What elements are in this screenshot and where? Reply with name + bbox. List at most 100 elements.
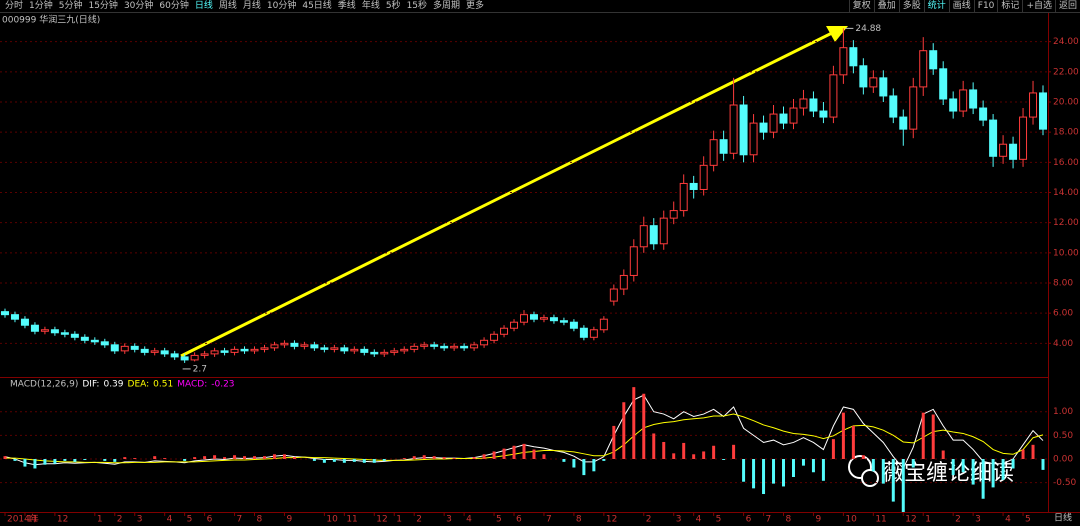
chart-title: 000999 华润三九(日线) — [2, 14, 100, 26]
toolbar-item[interactable]: 60分钟 — [159, 1, 189, 11]
x-tick-label: 11 — [875, 515, 886, 525]
toolbar-item[interactable]: 复权 — [848, 0, 874, 12]
candle-body — [729, 104, 738, 154]
y-tick-label: 18.00 — [1053, 128, 1079, 138]
y-tick-label: 4.00 — [1053, 339, 1073, 349]
candle-body — [989, 119, 998, 157]
candle-body — [470, 344, 479, 349]
toolbar-item[interactable]: 月线 — [242, 1, 261, 11]
candle-body — [709, 139, 718, 166]
candle-body — [150, 350, 159, 353]
toolbar-item[interactable]: 年线 — [361, 1, 380, 11]
toolbar-item[interactable]: 返回 — [1054, 0, 1080, 12]
x-tick-label: 3 — [975, 515, 981, 525]
toolbar-item[interactable]: 5秒 — [385, 1, 401, 11]
candle-body — [659, 217, 668, 245]
x-tick-label: 7 — [546, 515, 552, 525]
candle-body — [809, 98, 818, 112]
candle-body — [500, 327, 509, 335]
y-tick-label: 0.00 — [1053, 455, 1073, 465]
candle-body — [1029, 92, 1038, 118]
x-tick-label: 10 — [326, 515, 338, 525]
candle-body — [440, 345, 449, 349]
toolbar-item[interactable]: 统计 — [923, 0, 949, 12]
candle-body — [100, 341, 109, 346]
candle-body — [0, 311, 9, 316]
toolbar-item[interactable]: 多股 — [898, 0, 924, 12]
candle-body — [130, 345, 139, 350]
candle-body — [669, 210, 678, 219]
candle-body — [979, 107, 988, 121]
candle-body — [400, 348, 409, 352]
x-tick-label: 12 — [376, 515, 387, 525]
candle-body — [490, 333, 499, 341]
toolbar-item[interactable]: 45日线 — [302, 1, 332, 11]
toolbar-item[interactable]: 周线 — [218, 1, 237, 11]
toolbar-item[interactable]: 多周期 — [433, 1, 461, 11]
toolbar-item[interactable]: 15分钟 — [88, 1, 118, 11]
candle-body — [1009, 143, 1018, 160]
y-tick-label: 1.00 — [1053, 407, 1073, 417]
toolbar-item[interactable]: 30分钟 — [123, 1, 154, 11]
toolbar-item[interactable]: 分时 — [5, 1, 24, 11]
candle-body — [1019, 116, 1028, 160]
candle-body — [999, 143, 1008, 157]
candle-body — [949, 98, 958, 112]
candle-body — [569, 321, 578, 329]
candle-body — [559, 320, 568, 323]
candle-body — [90, 339, 99, 343]
x-tick-label: 2 — [117, 515, 123, 525]
x-tick-label: 1 — [97, 515, 103, 525]
candle-body — [959, 89, 968, 112]
candle-body — [919, 50, 928, 88]
candle-body — [200, 353, 209, 356]
candle-body — [619, 274, 628, 290]
y-tick-label: 24.00 — [1053, 37, 1079, 47]
candle-body — [50, 329, 59, 334]
toolbar-item[interactable]: +自选 — [1022, 0, 1055, 12]
x-tick-label: 2 — [416, 515, 422, 525]
candle-body — [939, 68, 948, 100]
toolbar-item[interactable]: 叠加 — [873, 0, 899, 12]
toolbar-item[interactable]: 10分钟 — [266, 1, 297, 11]
y-tick-label: 6.00 — [1053, 309, 1073, 319]
candle-body — [779, 113, 788, 124]
candle-body — [120, 345, 129, 352]
candle-body — [1039, 92, 1048, 130]
y-tick-label: 8.00 — [1053, 278, 1073, 288]
candle-body — [909, 86, 918, 130]
legend-name: DEA: — [128, 380, 150, 390]
toolbar-item[interactable]: 季线 — [337, 1, 356, 11]
candle-body — [140, 348, 149, 353]
x-tick-label: 5 — [187, 515, 193, 525]
peak-label: 24.88 — [855, 24, 881, 34]
toolbar-item[interactable]: 画线 — [948, 0, 974, 12]
x-tick-label: 2 — [955, 515, 961, 525]
candle-body — [70, 333, 79, 338]
candle-body — [859, 65, 868, 88]
candle-body — [739, 104, 748, 156]
x-tick-label: 4 — [1005, 515, 1011, 525]
toolbar-item[interactable]: 更多 — [466, 1, 485, 11]
candle-body — [749, 122, 758, 156]
candle-body — [280, 342, 289, 346]
y-tick-label: 12.00 — [1053, 218, 1079, 228]
x-tick-label: 1 — [925, 515, 931, 525]
y-tick-label: 22.00 — [1053, 67, 1079, 77]
trough-label: 2.7 — [193, 364, 207, 374]
toolbar-item[interactable]: 15秒 — [406, 1, 428, 11]
candle-body — [410, 345, 419, 350]
toolbar-item[interactable]: 5分钟 — [58, 1, 83, 11]
candle-body — [719, 139, 728, 154]
y-tick-label: -0.50 — [1053, 478, 1077, 488]
candle-body — [80, 336, 89, 341]
toolbar-item[interactable]: F10 — [973, 0, 998, 12]
candle-body — [689, 182, 698, 190]
toolbar-item[interactable]: 1分钟 — [29, 1, 53, 11]
candle-body — [789, 107, 798, 124]
candle-body — [599, 318, 608, 331]
toolbar-item[interactable]: 标记 — [997, 0, 1022, 12]
toolbar-item[interactable]: 日线 — [194, 1, 213, 11]
candle-body — [639, 225, 648, 248]
